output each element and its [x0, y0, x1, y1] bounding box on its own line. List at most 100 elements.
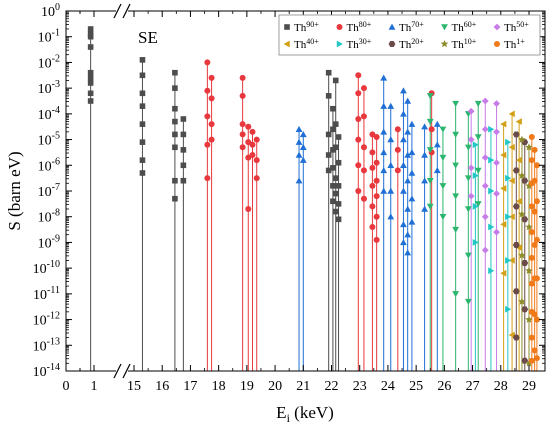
data-point [208, 95, 215, 102]
data-point [253, 175, 260, 182]
data-point [404, 231, 412, 238]
data-point [525, 315, 533, 323]
data-point [208, 121, 215, 128]
x-tick-label: 20 [268, 379, 282, 394]
y-tick-label: 10-12 [33, 311, 60, 329]
data-point [373, 159, 380, 166]
data-point [528, 334, 535, 341]
data-point [387, 187, 395, 194]
data-point [87, 69, 94, 76]
data-point [464, 206, 472, 213]
data-point [464, 175, 472, 182]
data-point [531, 242, 538, 248]
data-point [239, 92, 246, 99]
data-point [521, 260, 529, 266]
data-point [332, 190, 339, 197]
x-tick-label: 25 [409, 379, 423, 394]
data-point [360, 85, 367, 92]
data-point [325, 69, 332, 76]
legend-label: Th70+ [399, 20, 424, 34]
data-point [493, 128, 500, 136]
data-point [404, 97, 412, 104]
data-point [330, 147, 336, 153]
data-point [380, 102, 388, 109]
data-point [481, 182, 489, 190]
data-point [508, 143, 515, 151]
data-point [360, 144, 367, 151]
data-point [518, 297, 526, 305]
break-gap [116, 9, 128, 13]
data-point [481, 213, 489, 221]
y-tick-label: 10-4 [38, 105, 60, 123]
data-point [400, 239, 407, 246]
data-point [467, 136, 475, 143]
data-point [452, 131, 460, 138]
data-point [172, 105, 178, 112]
y-tick-label: 10-9 [38, 233, 60, 251]
data-point [481, 97, 489, 105]
break-slash [122, 3, 131, 19]
legend-label: Th40+ [294, 37, 319, 51]
data-point [508, 110, 515, 118]
legend-marker [284, 24, 290, 30]
data-point [208, 136, 215, 143]
data-point [172, 118, 178, 125]
data-point [472, 172, 479, 179]
data-point [332, 144, 339, 151]
data-point [508, 177, 515, 185]
data-point [518, 251, 526, 259]
data-point [400, 87, 407, 94]
data-point [421, 123, 429, 130]
legend-label: Th20+ [399, 37, 424, 51]
data-point [528, 357, 535, 364]
data-point [380, 74, 388, 81]
y-tick-label: 10-7 [38, 182, 60, 200]
data-point [512, 334, 520, 341]
data-point [464, 144, 472, 151]
data-point [239, 121, 246, 128]
legend-box [278, 14, 541, 56]
data-point [512, 288, 520, 295]
data-point [172, 144, 178, 151]
data-point [505, 257, 512, 264]
data-point [295, 177, 303, 184]
x-tick-label: 18 [212, 379, 226, 394]
y-tick-label: 10-11 [33, 285, 60, 303]
data-point [505, 138, 512, 146]
data-point [373, 213, 380, 220]
y-tick-label: 10-8 [38, 208, 60, 226]
data-point [87, 33, 94, 40]
x-tick-label: 23 [353, 379, 367, 394]
data-point [239, 74, 246, 81]
data-point [180, 177, 187, 184]
data-point [355, 188, 362, 194]
data-point [239, 131, 246, 138]
data-point [332, 208, 339, 215]
data-point [204, 59, 211, 66]
data-point [404, 177, 412, 184]
data-point [512, 131, 520, 138]
data-point [330, 126, 336, 133]
data-point [404, 249, 412, 256]
break-slash [113, 3, 122, 19]
data-point [426, 203, 434, 210]
axes: 10-1410-1310-1210-1110-1010-910-810-710-… [33, 2, 545, 394]
data-point [481, 125, 489, 133]
x-tick-label: 19 [240, 379, 254, 394]
data-point [531, 311, 538, 318]
data-point [533, 198, 540, 205]
legend-label: Th90+ [294, 20, 319, 34]
legend-label: Th80+ [347, 20, 372, 34]
data-point [533, 355, 540, 362]
data-point [500, 221, 507, 228]
data-point [139, 121, 146, 127]
x-tick-label: 1 [91, 379, 98, 394]
data-point [394, 167, 401, 174]
x-tick-label: 17 [183, 379, 197, 394]
legend-label: Th10+ [452, 37, 477, 51]
data-point [528, 229, 535, 236]
data-point [493, 159, 500, 167]
data-point [373, 177, 380, 184]
